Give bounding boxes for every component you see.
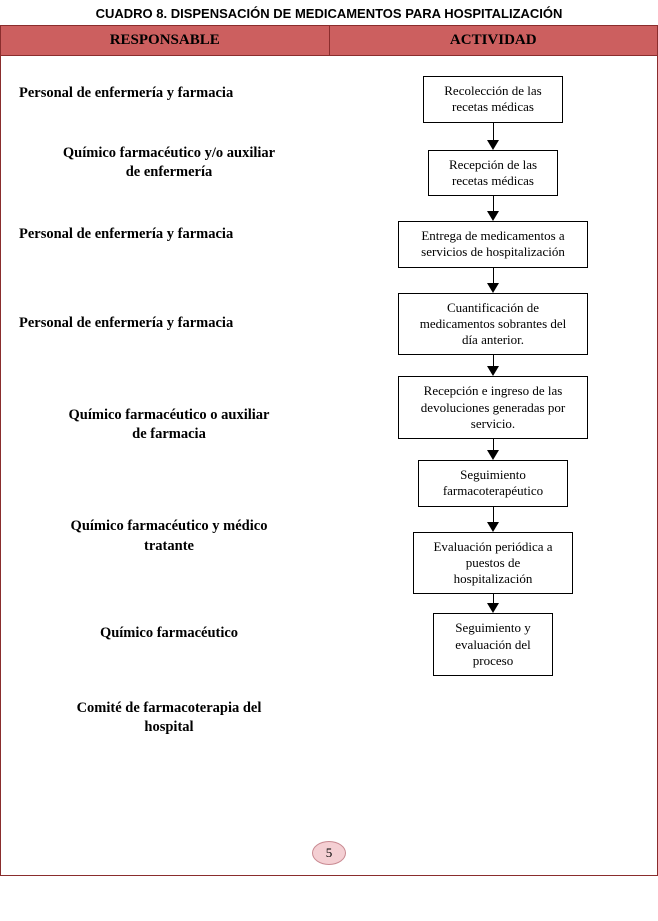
flow-box-6: Seguimientofarmacoterapéutico	[418, 460, 568, 507]
flow-arrow-7	[487, 594, 499, 613]
flow-box-7: Evaluación periódica apuestos dehospital…	[413, 532, 573, 595]
table-header: RESPONSABLE ACTIVIDAD	[0, 25, 658, 56]
page: CUADRO 8. DISPENSACIÓN DE MEDICAMENTOS P…	[0, 0, 658, 876]
responsable-4: Personal de enfermería y farmacia	[19, 314, 319, 334]
flow-arrow-2	[487, 196, 499, 221]
header-actividad: ACTIVIDAD	[329, 26, 658, 55]
page-number-badge: 5	[312, 841, 346, 865]
responsable-column: Personal de enfermería y farmacia Químico…	[1, 56, 329, 825]
responsable-8: Comité de farmacoterapia delhospital	[19, 699, 319, 738]
flow-arrow-5	[487, 439, 499, 460]
flow-box-4: Cuantificación demedicamentos sobrantes …	[398, 293, 588, 356]
responsable-6: Químico farmacéutico y médicotratante	[19, 517, 319, 556]
flow-box-2: Recepción de lasrecetas médicas	[428, 150, 558, 197]
flow-arrow-6	[487, 507, 499, 532]
cuadro-title: CUADRO 8. DISPENSACIÓN DE MEDICAMENTOS P…	[0, 0, 658, 25]
responsable-1: Personal de enfermería y farmacia	[19, 84, 319, 104]
responsable-2: Químico farmacéutico y/o auxiliarde enfe…	[19, 144, 319, 183]
flow-box-8: Seguimiento yevaluación delproceso	[433, 613, 553, 676]
flow-box-3: Entrega de medicamentos aservicios de ho…	[398, 221, 588, 268]
actividad-column: Recolección de lasrecetas médicas Recepci…	[329, 56, 657, 825]
responsable-3: Personal de enfermería y farmacia	[19, 225, 319, 245]
flow-box-5: Recepción e ingreso de lasdevoluciones g…	[398, 376, 588, 439]
responsable-7: Químico farmacéutico	[19, 624, 319, 644]
flow-arrow-3	[487, 268, 499, 293]
header-responsable: RESPONSABLE	[1, 26, 329, 55]
responsable-5: Químico farmacéutico o auxiliarde farmac…	[19, 406, 319, 445]
flow-box-1: Recolección de lasrecetas médicas	[423, 76, 563, 123]
table-body: Personal de enfermería y farmacia Químico…	[0, 56, 658, 876]
flow-arrow-1	[487, 123, 499, 150]
flow-arrow-4	[487, 355, 499, 376]
